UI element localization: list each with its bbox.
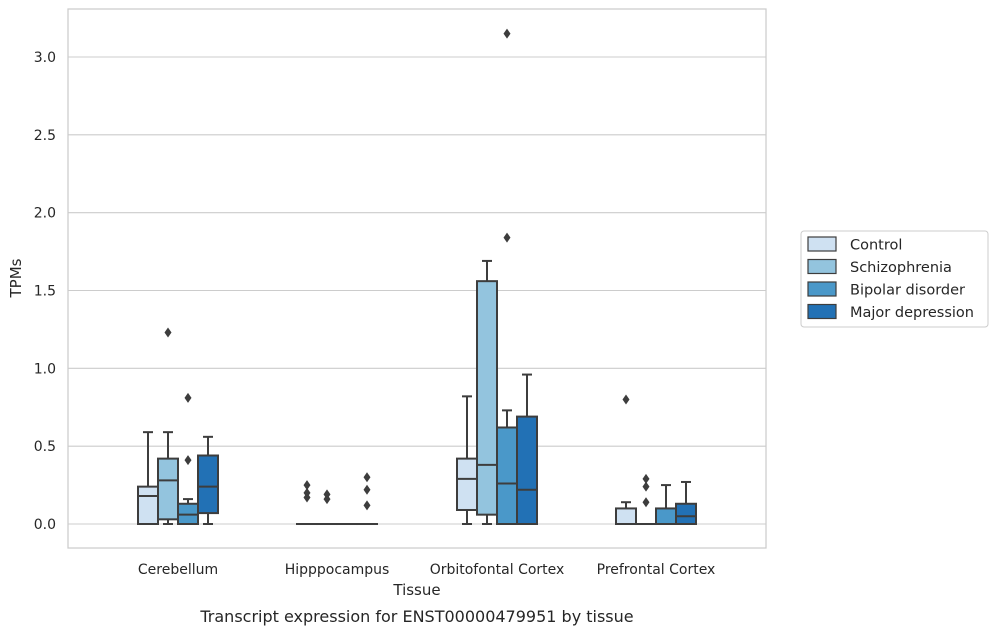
- x-tick-label: Prefrontal Cortex: [597, 562, 716, 578]
- box: [456, 457, 478, 511]
- box: [655, 507, 677, 525]
- legend-label: Bipolar disorder: [850, 283, 965, 299]
- x-axis-label: Tissue: [392, 581, 440, 599]
- legend-label: Control: [850, 238, 902, 254]
- gridlines: [68, 56, 766, 525]
- box-group: [197, 435, 219, 525]
- legend-swatch: [807, 281, 837, 297]
- legend: Control Schizophrenia Bipolar disorder Majo…: [800, 230, 989, 328]
- box: [157, 457, 179, 521]
- outlier-point: [642, 473, 650, 484]
- box-group: [296, 480, 318, 526]
- box: [675, 502, 697, 526]
- box: [516, 415, 538, 525]
- y-axis-label: TPMs: [7, 258, 25, 298]
- box: [496, 426, 518, 525]
- outlier-point: [303, 487, 311, 498]
- y-tick-label: 0.0: [34, 517, 56, 533]
- outlier-point: [164, 327, 172, 338]
- box-group: [456, 395, 478, 525]
- y-tick-label: 0.5: [34, 439, 56, 455]
- box-group: [496, 28, 518, 525]
- outlier-point: [363, 484, 371, 495]
- legend-swatch: [807, 236, 837, 252]
- box-group: [635, 473, 657, 526]
- box: [197, 454, 219, 515]
- x-tick-label: Orbitofontal Cortex: [430, 562, 565, 578]
- outlier-point: [642, 497, 650, 508]
- outlier-point: [184, 455, 192, 466]
- box: [476, 280, 498, 516]
- legend-label: Schizophrenia: [850, 260, 952, 276]
- box-group: [675, 480, 697, 526]
- outlier-point: [622, 394, 630, 405]
- x-tick-label: Hipppocampus: [285, 562, 390, 578]
- box-group: [516, 373, 538, 525]
- plot-frame: [67, 8, 767, 549]
- box: [137, 485, 159, 526]
- y-tick-label: 2.0: [34, 206, 56, 222]
- box-group: [476, 259, 498, 525]
- outlier-point: [303, 480, 311, 491]
- legend-swatch: [807, 258, 837, 275]
- outlier-point: [323, 489, 331, 500]
- outlier-point: [363, 472, 371, 483]
- x-tick-labels: Cerebellum Hipppocampus Orbitofontal Corte…: [138, 562, 715, 578]
- box-group: [655, 484, 677, 525]
- box-series: [137, 28, 697, 526]
- box-group: [157, 327, 179, 525]
- y-tick-label: 1.5: [34, 284, 56, 300]
- legend-frame: [800, 230, 989, 328]
- box-group: [615, 394, 637, 525]
- outlier-point: [642, 481, 650, 492]
- chart-caption: Transcript expression for ENST0000047995…: [199, 607, 633, 626]
- box-group: [356, 472, 378, 526]
- outlier-point: [363, 500, 371, 511]
- x-tick-label: Cerebellum: [138, 562, 218, 578]
- box-group: [137, 431, 159, 526]
- legend-swatch: [807, 303, 837, 320]
- legend-label: Major depression: [850, 305, 974, 321]
- y-tick-label: 3.0: [34, 50, 56, 66]
- outlier-point: [503, 232, 511, 243]
- y-tick-label: 2.5: [34, 128, 56, 144]
- y-tick-labels: 0.0 0.5 1.0 1.5 2.0 2.5 3.0: [34, 50, 56, 533]
- outlier-point: [184, 392, 192, 403]
- y-tick-label: 1.0: [34, 361, 56, 377]
- box-group: [316, 489, 338, 526]
- box-group: [177, 392, 199, 526]
- box: [615, 507, 637, 525]
- outlier-point: [503, 28, 511, 39]
